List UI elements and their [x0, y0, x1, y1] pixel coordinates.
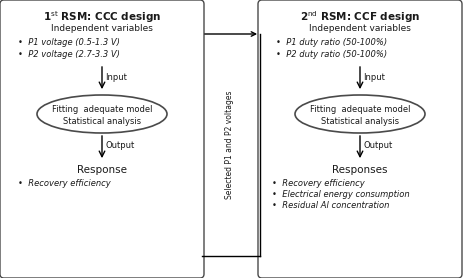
- FancyBboxPatch shape: [258, 0, 462, 278]
- Text: •  Recovery efficiency: • Recovery efficiency: [272, 179, 365, 188]
- Text: 1$^{\mathrm{st}}$ RSM: CCC design: 1$^{\mathrm{st}}$ RSM: CCC design: [43, 9, 161, 25]
- Text: Input: Input: [363, 73, 385, 81]
- Text: Selected P1 and P2 voltages: Selected P1 and P2 voltages: [226, 91, 234, 199]
- Text: Response: Response: [77, 165, 127, 175]
- Text: Input: Input: [105, 73, 127, 81]
- Text: Independent variables: Independent variables: [309, 24, 411, 33]
- Text: Statistical analysis: Statistical analysis: [63, 116, 141, 125]
- Text: Output: Output: [363, 142, 392, 150]
- Text: Responses: Responses: [332, 165, 388, 175]
- Text: Output: Output: [105, 142, 134, 150]
- Text: •  P2 duty ratio (50-100%): • P2 duty ratio (50-100%): [276, 50, 387, 59]
- Text: Independent variables: Independent variables: [51, 24, 153, 33]
- FancyBboxPatch shape: [0, 0, 204, 278]
- Ellipse shape: [37, 95, 167, 133]
- Text: •  Residual Al concentration: • Residual Al concentration: [272, 201, 390, 210]
- Text: 2$^{\mathrm{nd}}$ RSM: CCF design: 2$^{\mathrm{nd}}$ RSM: CCF design: [300, 9, 420, 25]
- Ellipse shape: [295, 95, 425, 133]
- Text: Statistical analysis: Statistical analysis: [321, 116, 399, 125]
- Text: •  Electrical energy consumption: • Electrical energy consumption: [272, 190, 410, 199]
- Text: •  P1 duty ratio (50-100%): • P1 duty ratio (50-100%): [276, 38, 387, 47]
- Text: Fitting  adequate model: Fitting adequate model: [52, 105, 152, 113]
- Text: •  P1 voltage (0.5-1.3 V): • P1 voltage (0.5-1.3 V): [18, 38, 120, 47]
- Text: •  P2 voltage (2.7-3.3 V): • P2 voltage (2.7-3.3 V): [18, 50, 120, 59]
- Text: •  Recovery efficiency: • Recovery efficiency: [18, 179, 111, 188]
- Text: Fitting  adequate model: Fitting adequate model: [310, 105, 410, 113]
